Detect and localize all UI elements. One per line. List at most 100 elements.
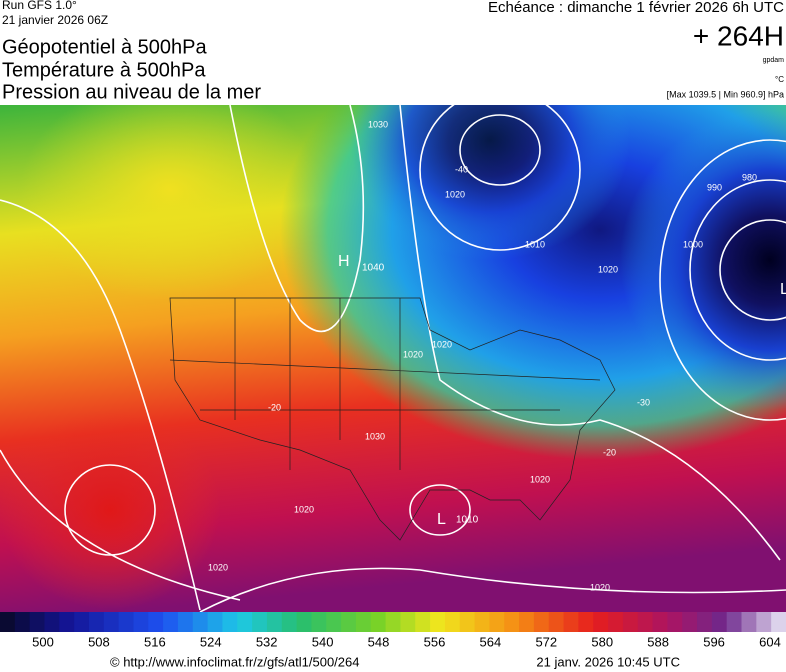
range: [Max 1039.5 | Min 960.9] hPa — [667, 89, 784, 99]
run: Run GFS 1.0° — [2, 0, 77, 12]
scale-swatch — [519, 612, 535, 632]
map-label: 1020 — [445, 189, 465, 199]
run-date: 21 janvier 2026 06Z — [2, 13, 108, 27]
title: Pression au niveau de la mer — [2, 81, 261, 103]
map-label: -20 — [268, 402, 281, 412]
scale-label: 516 — [144, 634, 166, 649]
map-label: -30 — [637, 397, 650, 407]
footer-url: © http://www.infoclimat.fr/z/gfs/atl1/50… — [110, 654, 359, 669]
scale-swatch — [682, 612, 698, 632]
map-label: 1020 — [403, 349, 423, 359]
scale-swatch — [622, 612, 639, 632]
scale-label: 580 — [591, 634, 613, 649]
scale-swatch — [667, 612, 683, 632]
scale-swatch — [103, 612, 120, 632]
scale-swatch — [400, 612, 416, 632]
scale-swatch — [74, 612, 90, 632]
scale-swatch — [771, 612, 786, 632]
scale-swatch — [593, 612, 609, 632]
scale-swatch — [207, 612, 223, 632]
footer-stamp: 21 janv. 2026 10:45 UTC — [536, 654, 680, 669]
scale-swatch — [415, 612, 431, 632]
scale-label: 588 — [647, 634, 669, 649]
map-label: 1020 — [590, 582, 610, 592]
scale-swatch — [222, 612, 238, 632]
scale-swatch — [341, 612, 357, 632]
map-label: 1020 — [598, 264, 618, 274]
map-label: -20 — [603, 447, 616, 457]
map-label: 1030 — [368, 119, 388, 129]
map-label: 1010 — [525, 239, 545, 249]
color-scale: 500 508 516 524 532 540 548 556 564 572 580 588 596 6… — [0, 612, 786, 649]
scale-swatch — [430, 612, 446, 632]
map-label: 1000 — [683, 239, 703, 249]
scale-label: 596 — [703, 634, 725, 649]
scale-swatch — [563, 612, 579, 632]
scale-label: 532 — [256, 634, 278, 649]
scale-label: 556 — [424, 634, 446, 649]
scale-label: 604 — [759, 634, 781, 649]
scale-swatch — [489, 612, 505, 632]
scale-swatch — [533, 612, 550, 632]
scale-swatch — [148, 612, 164, 632]
unit: gpdam — [763, 57, 785, 64]
scale-swatch — [133, 612, 149, 632]
scale-swatch — [578, 612, 594, 632]
title: Température à 500hPa — [2, 59, 206, 81]
offset: + 264H — [693, 20, 784, 51]
scale-label: 524 — [200, 634, 222, 649]
scale-swatch — [44, 612, 60, 632]
scale-swatch — [370, 612, 387, 632]
echeance: Echéance : dimanche 1 février 2026 6h UT… — [488, 0, 784, 16]
scale-swatch — [637, 612, 654, 632]
scale-swatch — [726, 612, 743, 632]
map-label: L — [437, 511, 446, 528]
map-label: H — [338, 253, 350, 270]
scale-swatch — [355, 612, 372, 632]
scale-label: 572 — [535, 634, 557, 649]
scale-label: 508 — [88, 634, 110, 649]
unit: °C — [775, 75, 784, 84]
scale-swatch — [59, 612, 75, 632]
scale-swatch — [252, 612, 268, 632]
scale-swatch — [741, 612, 757, 632]
scale-swatch — [237, 612, 253, 632]
map-label: 1040 — [362, 263, 385, 274]
scale-swatch — [326, 612, 342, 632]
title: Géopotentiel à 500hPa — [2, 36, 207, 58]
scale-swatch — [311, 612, 327, 632]
scale-swatch — [504, 612, 520, 632]
map-label: L — [780, 281, 786, 298]
scale-swatch — [444, 612, 461, 632]
map-label: 1020 — [208, 562, 228, 572]
scale-swatch — [192, 612, 209, 632]
map-label: 980 — [742, 172, 757, 182]
scale-swatch — [474, 612, 490, 632]
scale-label: 548 — [368, 634, 390, 649]
map — [0, 105, 786, 612]
scale-swatch — [29, 612, 45, 632]
scale-swatch — [266, 612, 283, 632]
scale-swatch — [177, 612, 194, 632]
map-label: 1020 — [294, 504, 314, 514]
scale-swatch — [88, 612, 105, 632]
scale-swatch — [385, 612, 401, 632]
map-label: 1020 — [432, 339, 452, 349]
scale-label: 540 — [312, 634, 334, 649]
map-label: 1020 — [530, 474, 550, 484]
scale-label: 500 — [32, 634, 54, 649]
scale-swatch — [608, 612, 624, 632]
scale-swatch — [652, 612, 668, 632]
scale-swatch — [281, 612, 298, 632]
scale-swatch — [697, 612, 713, 632]
scale-swatch — [0, 612, 16, 632]
scale-swatch — [118, 612, 134, 632]
scale-swatch — [756, 612, 772, 632]
map-label: 990 — [707, 182, 722, 192]
scale-swatch — [163, 612, 179, 632]
scale-swatch — [548, 612, 565, 632]
scale-swatch — [459, 612, 476, 632]
map-label: 1010 — [456, 515, 479, 526]
map-label: 1030 — [365, 431, 385, 441]
